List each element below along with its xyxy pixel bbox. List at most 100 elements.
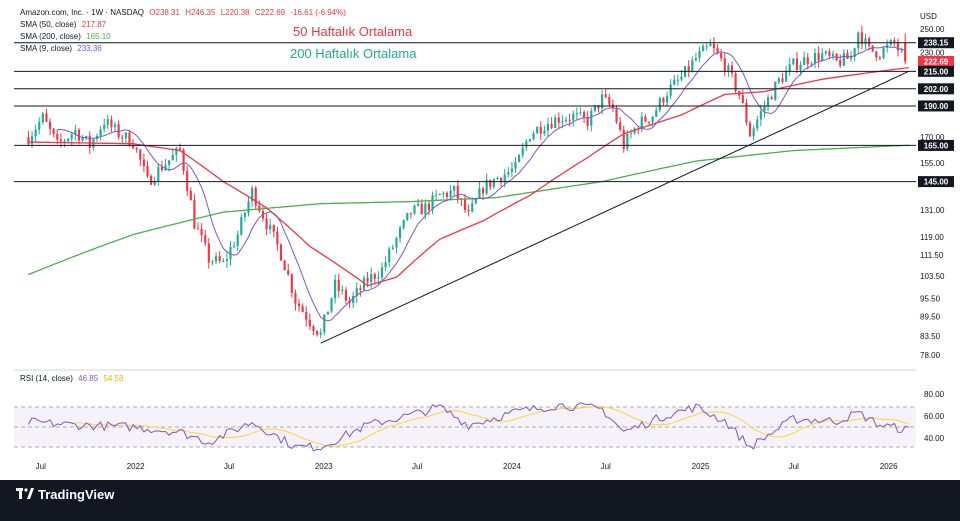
sma9-value: 233.36	[77, 44, 102, 53]
candle-body	[229, 247, 232, 260]
candle-body	[673, 79, 676, 85]
candle-body	[756, 119, 759, 129]
candle-body	[312, 326, 315, 331]
candle-body	[788, 64, 791, 71]
candle-body	[370, 274, 373, 283]
candle-body	[806, 57, 809, 65]
candle-body	[121, 137, 124, 139]
candle-body	[723, 58, 726, 72]
candle-body	[182, 149, 185, 171]
candle-body	[319, 332, 322, 335]
sma50-legend[interactable]: SMA (50, close) 217.87	[20, 20, 109, 29]
candle-body	[326, 311, 329, 315]
candle-body	[334, 279, 337, 299]
candle-body	[204, 235, 207, 244]
candle-body	[175, 148, 178, 155]
candle-body	[795, 58, 799, 70]
candle-body	[427, 203, 431, 210]
candle-body	[157, 166, 160, 182]
time-axis[interactable]: Jul 2022 Jul 2023 Jul 2024 Jul 2025 Jul 2026	[36, 462, 898, 471]
time-tick-label: Jul	[601, 462, 611, 471]
candle-body	[593, 105, 596, 111]
candle-body	[647, 121, 651, 123]
key-level-badge	[918, 56, 954, 68]
candle-body	[297, 303, 301, 307]
candle-body	[734, 73, 737, 91]
candle-body	[550, 124, 553, 128]
candle-body	[406, 212, 409, 221]
candle-body	[380, 267, 384, 278]
sma9-legend[interactable]: SMA (9, close) 233.36	[20, 44, 105, 53]
candle-body	[211, 261, 214, 263]
candle-body	[536, 127, 539, 134]
candle-body	[752, 128, 755, 137]
candle-body	[572, 113, 575, 121]
sma200-value: 165.10	[86, 32, 111, 41]
time-tick-label: 2024	[503, 462, 521, 471]
key-level-label: 190.00	[924, 102, 949, 111]
candle-body	[821, 53, 824, 61]
candle-body	[615, 108, 618, 123]
candle-body	[283, 260, 286, 271]
candle-body	[287, 270, 290, 275]
sma50-label: SMA (50, close)	[20, 20, 77, 29]
candle-body	[106, 119, 109, 125]
candle-body	[150, 175, 153, 185]
candle-body	[608, 96, 611, 105]
key-level-badge	[918, 37, 954, 49]
candle-body	[214, 256, 218, 262]
candle-body	[521, 147, 524, 156]
candle-body	[893, 40, 896, 43]
candle-body	[431, 195, 434, 210]
candle-body	[611, 104, 615, 109]
candle-body	[131, 145, 135, 149]
candle-body	[30, 136, 34, 145]
high-value: H246.35	[185, 8, 216, 17]
key-level-badge	[918, 139, 954, 151]
sma50-value: 217.87	[81, 20, 107, 29]
candle-body	[236, 234, 239, 246]
key-level-label: 238.15	[924, 39, 949, 48]
candle-body	[168, 160, 171, 166]
candle-body	[276, 231, 279, 245]
tradingview-wordmark: TradingView	[38, 487, 115, 502]
candle-body	[186, 170, 189, 191]
support-trendline[interactable]	[320, 70, 909, 344]
candle-body	[377, 277, 380, 279]
candle-body	[662, 98, 665, 103]
candle-body	[99, 129, 102, 137]
candle-body	[868, 38, 871, 46]
candle-body	[135, 148, 138, 150]
candle-body	[294, 292, 297, 304]
candle-body	[759, 110, 762, 120]
candle-body	[539, 127, 542, 134]
candle-body	[720, 53, 723, 59]
currency-label: USD	[920, 12, 937, 21]
rsi-legend[interactable]: RSI (14, close) 46.85 54.58	[20, 374, 126, 383]
candle-body	[254, 187, 257, 206]
tradingview-brand[interactable]: TradingView	[16, 487, 114, 502]
key-level-label: 165.00	[924, 141, 949, 150]
candle-body	[781, 78, 784, 82]
candle-body	[233, 245, 236, 248]
sma200-legend[interactable]: SMA (200, close) 165.10	[20, 32, 114, 41]
candle-body	[200, 229, 203, 236]
price-tick-label: 119.00	[920, 233, 944, 242]
rsi-tick-label: 60.00	[924, 412, 945, 421]
candle-body	[730, 65, 734, 74]
candle-body	[528, 139, 532, 142]
candle-body	[48, 121, 52, 129]
candle-body	[665, 95, 669, 103]
candle-body	[514, 162, 517, 169]
candle-body	[546, 124, 550, 131]
price-axis[interactable]: 250.00 230.00 170.00 155.00 131.00 119.00 111.…	[920, 25, 945, 360]
time-tick-label: 2023	[315, 462, 333, 471]
footer-bar	[0, 480, 960, 521]
close-value: C222.69	[254, 8, 286, 17]
candle-body	[680, 76, 683, 80]
candle-body	[770, 97, 773, 100]
candle-body	[113, 124, 117, 128]
candle-body	[716, 48, 719, 54]
